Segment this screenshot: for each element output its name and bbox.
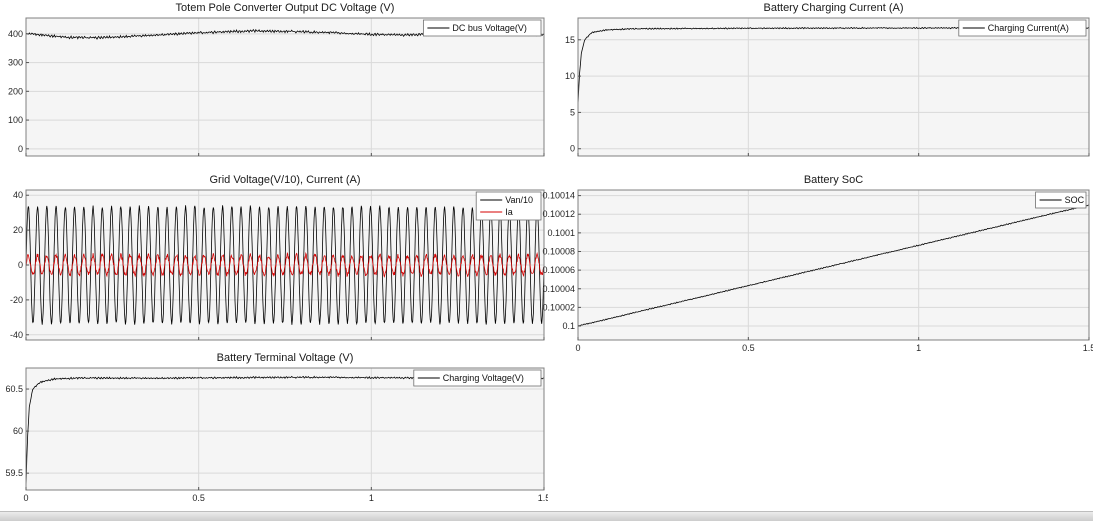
- svg-text:1: 1: [916, 343, 921, 353]
- svg-text:DC bus Voltage(V): DC bus Voltage(V): [452, 23, 527, 33]
- chart-plot-area: 0 100 200 300 400 DC bus Voltage(V): [0, 16, 548, 162]
- chart-plot-area: -40 -20 0 20 40 Van/10 Ia: [0, 188, 548, 346]
- svg-text:40: 40: [13, 190, 23, 200]
- svg-text:5: 5: [570, 107, 575, 117]
- svg-text:60: 60: [13, 426, 23, 436]
- svg-text:0.10002: 0.10002: [542, 302, 575, 312]
- svg-text:Charging Current(A): Charging Current(A): [988, 23, 1069, 33]
- chart-title: Totem Pole Converter Output DC Voltage (…: [175, 2, 395, 14]
- svg-text:20: 20: [13, 225, 23, 235]
- window-bottom-edge: [0, 511, 1093, 521]
- svg-text:15: 15: [565, 35, 575, 45]
- svg-text:0.10014: 0.10014: [542, 191, 575, 201]
- svg-text:-40: -40: [10, 330, 23, 340]
- plot-canvas: 59.5 60 60.5 0 0.5 1 1.5 Charging Voltage(V): [5, 367, 550, 503]
- svg-text:0.10006: 0.10006: [542, 265, 575, 275]
- svg-text:0.5: 0.5: [192, 493, 205, 503]
- plot-canvas: -40 -20 0 20 40 Van/10 Ia: [10, 189, 545, 341]
- chart-plot-area: 59.5 60 60.5 0 0.5 1 1.5 Charging Voltage(V): [0, 366, 550, 510]
- svg-text:0: 0: [23, 493, 28, 503]
- svg-text:SOC: SOC: [1065, 195, 1085, 205]
- plot-canvas: 0 100 200 300 400 DC bus Voltage(V): [8, 17, 545, 157]
- svg-text:0.10008: 0.10008: [542, 246, 575, 256]
- svg-text:59.5: 59.5: [5, 468, 23, 478]
- svg-text:1.5: 1.5: [538, 493, 548, 503]
- svg-text:-20: -20: [10, 295, 23, 305]
- svg-text:0.1: 0.1: [562, 321, 575, 331]
- svg-text:Ia: Ia: [505, 207, 513, 217]
- chart-plot-area: 0.1 0.10002 0.10004 0.10006 0.10008 0.1001 0.1…: [534, 188, 1093, 360]
- svg-text:0: 0: [575, 343, 580, 353]
- svg-text:200: 200: [8, 86, 23, 96]
- svg-text:0.1001: 0.1001: [547, 228, 575, 238]
- chart-battery-terminal-voltage: Battery Terminal Voltage (V) 59.5 60 60.5 0…: [0, 350, 550, 510]
- chart-plot-area: 0 5 10 15 Charging Current(A): [534, 16, 1093, 162]
- chart-battery-charging-current: Battery Charging Current (A) 0 5 10 15 Charg…: [534, 0, 1093, 162]
- svg-text:Charging Voltage(V): Charging Voltage(V): [443, 373, 524, 383]
- svg-text:400: 400: [8, 29, 23, 39]
- svg-text:1: 1: [369, 493, 374, 503]
- svg-text:60.5: 60.5: [5, 384, 23, 394]
- svg-text:10: 10: [565, 71, 575, 81]
- svg-text:100: 100: [8, 115, 23, 125]
- svg-text:300: 300: [8, 58, 23, 68]
- plot-canvas: 0 5 10 15 Charging Current(A): [565, 17, 1090, 157]
- svg-text:1.5: 1.5: [1083, 343, 1093, 353]
- chart-dc-bus-voltage: Totem Pole Converter Output DC Voltage (…: [0, 0, 548, 162]
- chart-title: Battery Terminal Voltage (V): [216, 352, 354, 364]
- svg-text:0: 0: [18, 260, 23, 270]
- chart-title: Battery Charging Current (A): [763, 2, 904, 14]
- svg-text:Van/10: Van/10: [505, 195, 533, 205]
- svg-text:0: 0: [570, 144, 575, 154]
- chart-title: Battery SoC: [803, 174, 864, 186]
- svg-text:0.10012: 0.10012: [542, 209, 575, 219]
- svg-text:0: 0: [18, 144, 23, 154]
- chart-grid-voltage-current: Grid Voltage(V/10), Current (A) -40 -20 0 2…: [0, 172, 548, 346]
- svg-text:0.5: 0.5: [742, 343, 755, 353]
- chart-battery-soc: Battery SoC 0.1 0.10002 0.10004 0.10006 0.10…: [534, 172, 1093, 360]
- chart-title: Grid Voltage(V/10), Current (A): [209, 174, 361, 186]
- plot-canvas: 0.1 0.10002 0.10004 0.10006 0.10008 0.1001 0.1…: [542, 189, 1093, 353]
- svg-text:0.10004: 0.10004: [542, 284, 575, 294]
